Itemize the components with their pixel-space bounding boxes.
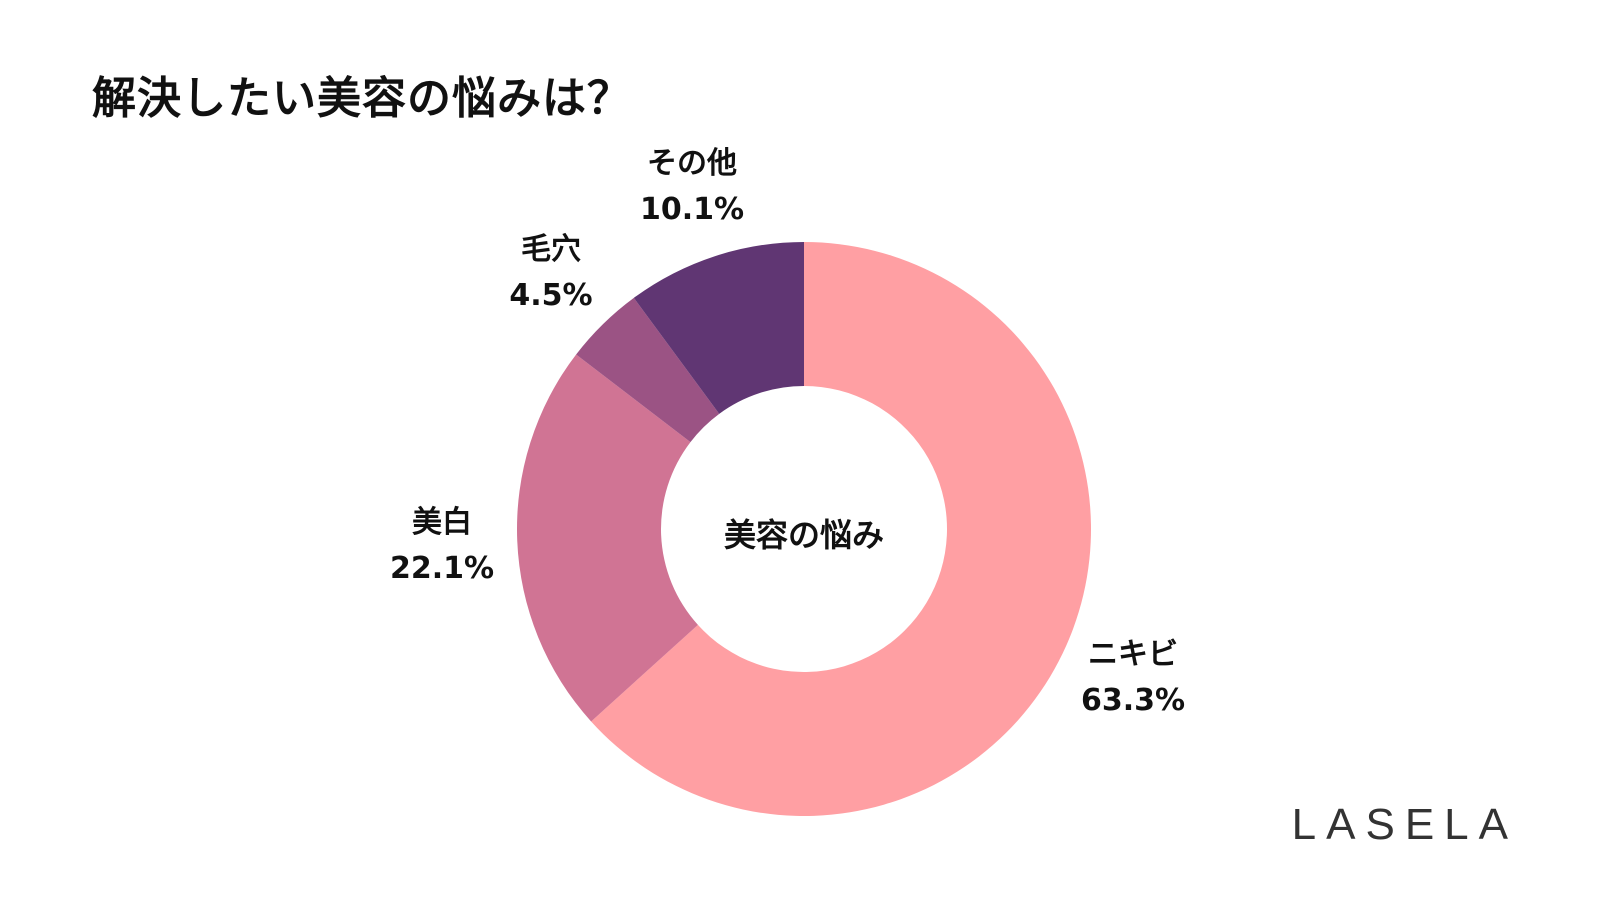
slice-name: ニキビ: [1087, 637, 1178, 672]
slice-label-keana: 毛穴 4.5%: [509, 227, 592, 319]
slice-value: 22.1%: [389, 551, 495, 586]
slice-name: その他: [646, 146, 737, 181]
donut-slice: [517, 354, 698, 722]
donut-slice: [591, 242, 1091, 816]
slice-name: 毛穴: [520, 232, 581, 267]
donut-center-label: 美容の悩み: [723, 516, 885, 554]
slice-label-nikibi: ニキビ 63.3%: [1081, 632, 1185, 724]
donut-slice: [576, 297, 720, 443]
slice-value: 63.3%: [1080, 683, 1186, 718]
slice-value: 4.5%: [509, 278, 593, 313]
lasela-logo: LASELA: [1291, 800, 1518, 849]
chart-title: 解決したい美容の悩みは？: [92, 73, 632, 124]
slice-name: 美白: [411, 505, 472, 540]
slice-label-bihaku: 美白 22.1%: [390, 500, 494, 592]
slice-value: 10.1%: [639, 192, 745, 227]
slice-label-sonota: その他 10.1%: [640, 141, 744, 233]
donut-slice: [633, 242, 804, 414]
